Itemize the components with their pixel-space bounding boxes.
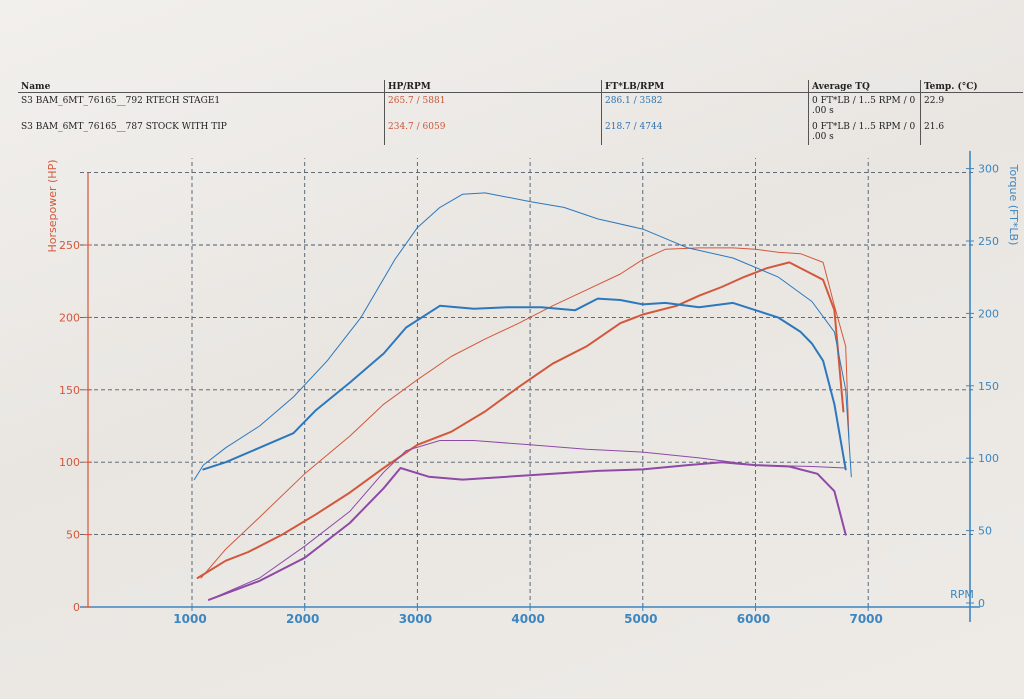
run-avg: 0 FT*LB / 1..5 RPM / 0 .00 s xyxy=(808,92,921,119)
y-right-tick-label: 200 xyxy=(978,307,999,320)
run-summary-table: Name HP/RPM FT*LB/RPM Average TQ Temp. (… xyxy=(18,80,1023,145)
y-left-axis-title: Horsepower (HP) xyxy=(46,159,59,252)
run-name: S3 BAM_6MT_76165__787 STOCK WITH TIP xyxy=(21,122,227,132)
x-tick-label: 2000 xyxy=(286,612,319,626)
table-row: S3 BAM_6MT_76165__792 RTECH STAGE1 265.7… xyxy=(18,92,1023,119)
y-left-tick-label: 100 xyxy=(59,456,80,469)
x-tick-label: 6000 xyxy=(737,612,770,626)
y-right-tick-label: 150 xyxy=(978,380,999,393)
x-axis-title: RPM xyxy=(950,588,974,601)
run-tq: 286.1 / 3582 xyxy=(601,92,809,119)
y-left-tick-label: 250 xyxy=(59,239,80,252)
col-avg-header: Average TQ xyxy=(808,80,921,93)
y-right-tick-label: 0 xyxy=(978,597,985,610)
run-tq: 218.7 / 4744 xyxy=(601,119,809,145)
x-tick-label: 4000 xyxy=(511,612,544,626)
x-tick-label: 1000 xyxy=(173,612,206,626)
series-line xyxy=(207,461,847,601)
y-left-tick-label: 0 xyxy=(73,601,80,614)
y-right-axis-title: Torque (FT*LB) xyxy=(1007,164,1020,246)
y-right-tick-label: 50 xyxy=(978,525,992,538)
y-right-tick-label: 250 xyxy=(978,235,999,248)
series-line xyxy=(196,261,845,579)
x-tick-label: 3000 xyxy=(399,612,432,626)
series-line xyxy=(200,247,850,579)
series-line xyxy=(202,297,847,471)
y-left-tick-label: 50 xyxy=(66,529,80,542)
y-right-tick-label: 300 xyxy=(978,163,999,176)
series-line xyxy=(193,192,852,481)
run-name: S3 BAM_6MT_76165__792 RTECH STAGE1 xyxy=(21,96,221,106)
run-hp: 265.7 / 5881 xyxy=(384,92,602,119)
table-header-row: Name HP/RPM FT*LB/RPM Average TQ Temp. (… xyxy=(18,80,1023,93)
y-left-tick-label: 200 xyxy=(59,311,80,324)
run-avg: 0 FT*LB / 1..5 RPM / 0 .00 s xyxy=(808,119,921,145)
col-tq-header: FT*LB/RPM xyxy=(601,80,809,93)
run-hp: 234.7 / 6059 xyxy=(384,119,602,145)
y-left-tick-label: 150 xyxy=(59,384,80,397)
run-temp: 21.6 xyxy=(920,119,1023,145)
x-tick-label: 7000 xyxy=(849,612,882,626)
table-row: S3 BAM_6MT_76165__787 STOCK WITH TIP 234… xyxy=(18,119,1023,145)
x-tick-label: 5000 xyxy=(624,612,657,626)
col-name-header: Name xyxy=(18,80,385,93)
col-temp-header: Temp. (°C) xyxy=(920,80,1023,93)
run-temp: 22.9 xyxy=(920,92,1023,119)
y-right-tick-label: 100 xyxy=(978,452,999,465)
col-hp-header: HP/RPM xyxy=(384,80,602,93)
